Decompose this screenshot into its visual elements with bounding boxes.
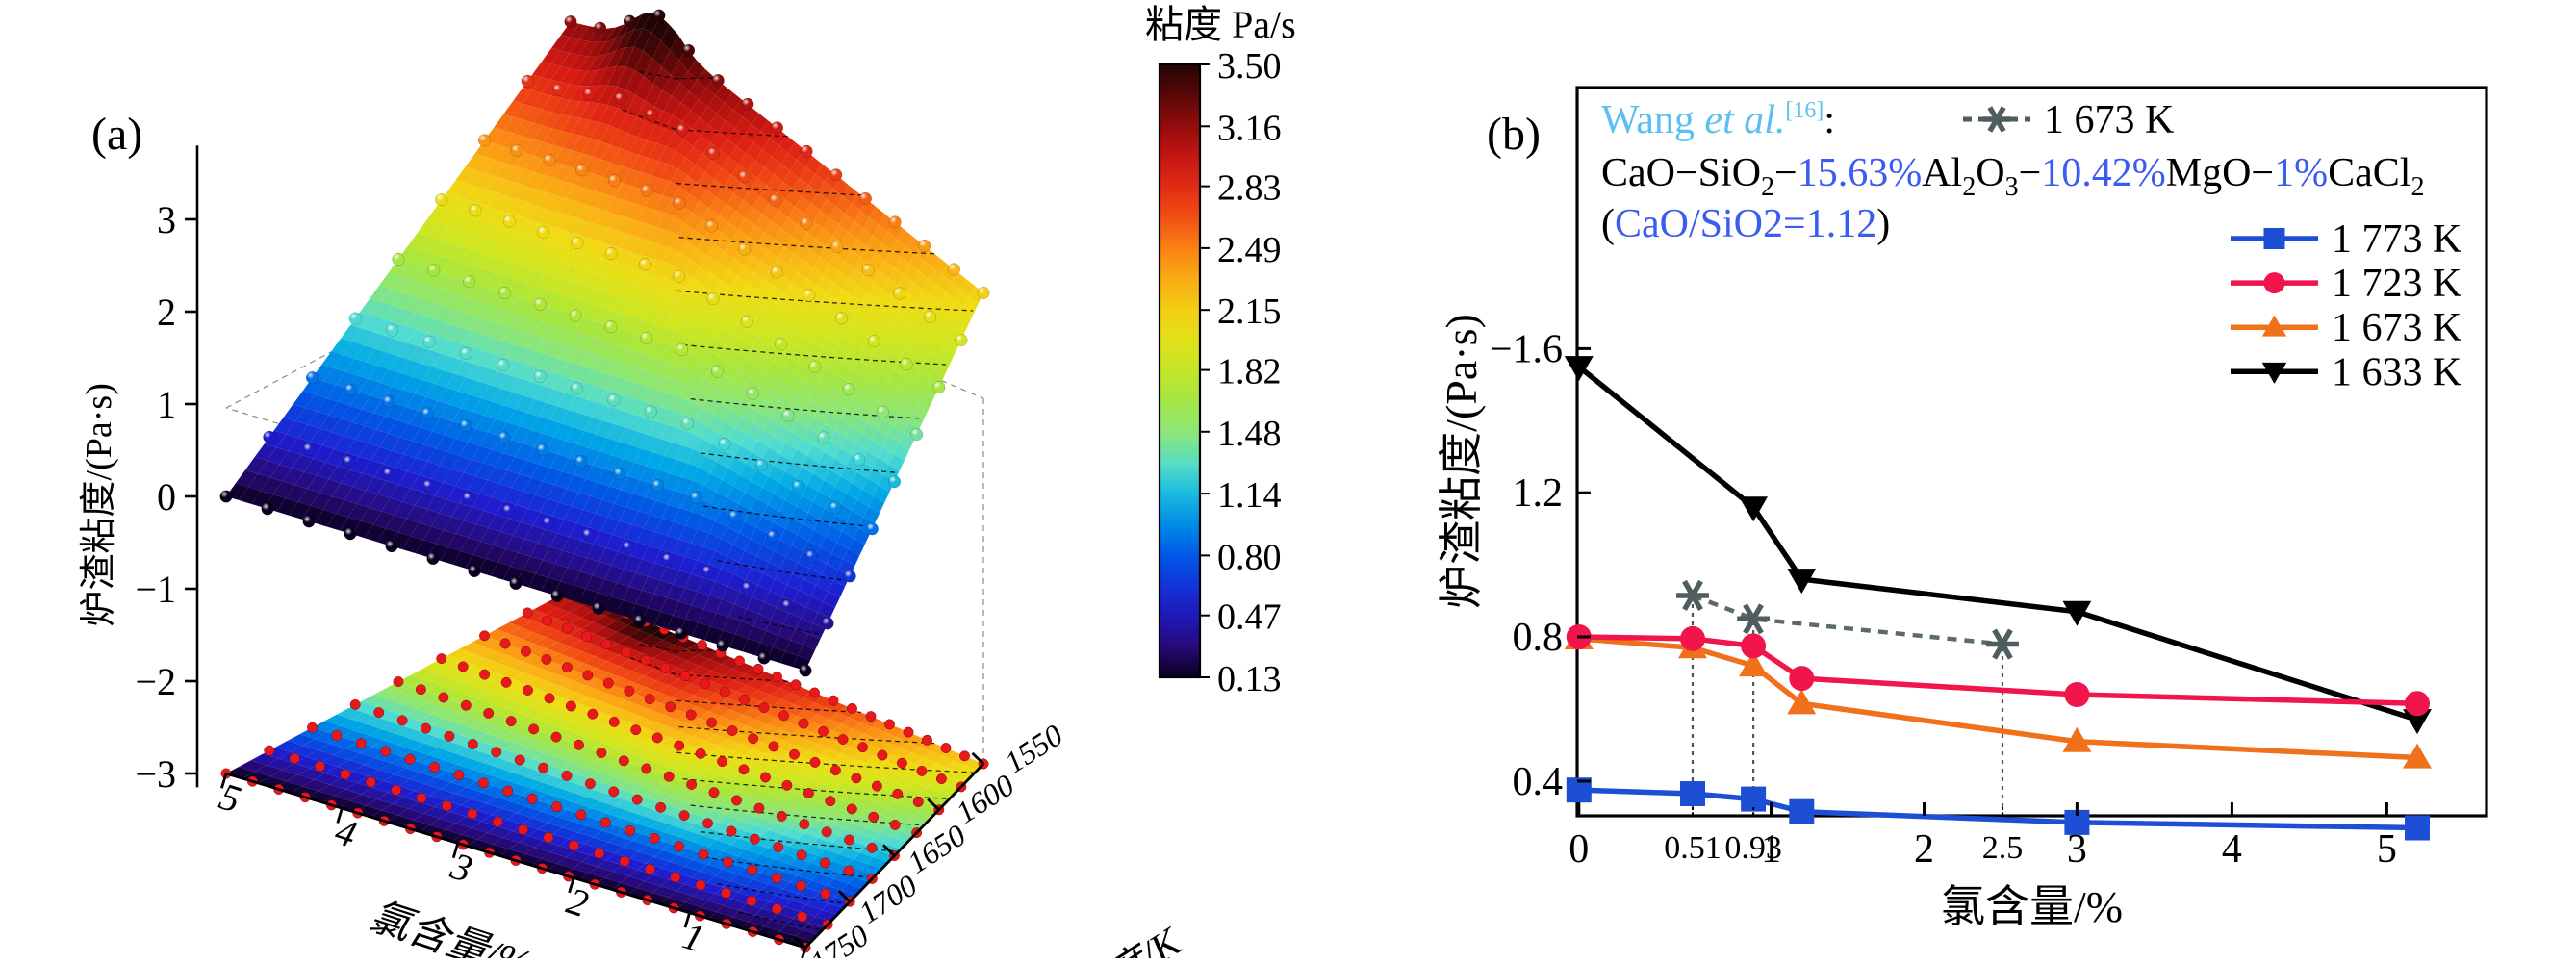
svg-text:0: 0 [157,475,176,519]
svg-text:(a): (a) [91,109,142,160]
svg-text:0.93: 0.93 [1724,830,1782,866]
svg-text:1: 1 [157,383,176,426]
svg-text:2.49: 2.49 [1217,230,1282,270]
svg-text:炉渣粘度/(Pa·s): 炉渣粘度/(Pa·s) [1437,314,1486,609]
svg-text:4: 4 [2222,827,2242,872]
svg-text:1 723 K: 1 723 K [2332,262,2461,306]
svg-text:1.14: 1.14 [1217,475,1282,516]
svg-text:2.5: 2.5 [1982,830,2024,866]
svg-text:2: 2 [562,878,594,925]
svg-text:氯含量/%: 氯含量/% [1941,882,2123,931]
svg-text:5: 5 [2377,827,2397,872]
svg-text:1.2: 1.2 [1513,471,1564,516]
svg-text:0.80: 0.80 [1217,537,1282,577]
svg-text:−1: −1 [135,568,176,611]
svg-text:−1.6: −1.6 [1490,327,1563,371]
svg-text:0.47: 0.47 [1217,597,1282,638]
svg-text:0.13: 0.13 [1217,659,1282,699]
svg-text:1 773 K: 1 773 K [2332,217,2461,262]
svg-text:2: 2 [157,291,176,334]
svg-text:4: 4 [330,809,362,856]
svg-text:2: 2 [1914,827,1934,872]
svg-text:0.51: 0.51 [1664,830,1722,866]
svg-text:3.16: 3.16 [1217,108,1282,148]
svg-text:2.15: 2.15 [1217,291,1282,332]
svg-text:3: 3 [2067,827,2087,872]
svg-text:Wang et al.[16]:: Wang et al.[16]: [1601,98,1835,142]
svg-text:(CaO/SiO2=1.12): (CaO/SiO2=1.12) [1601,202,1890,246]
svg-text:0.4: 0.4 [1513,760,1564,804]
svg-text:1.82: 1.82 [1217,352,1282,393]
svg-text:3: 3 [157,198,176,241]
svg-text:−2: −2 [135,660,176,703]
svg-text:温度/K: 温度/K [1065,919,1190,958]
svg-text:0: 0 [1569,827,1589,872]
svg-text:氯含量/%: 氯含量/% [365,895,536,958]
svg-text:粘度 Pa/s: 粘度 Pa/s [1145,3,1296,46]
svg-text:(b): (b) [1487,109,1541,160]
svg-text:−3: −3 [135,752,176,796]
svg-text:3: 3 [446,844,478,891]
svg-text:1550: 1550 [998,718,1068,780]
svg-text:1.48: 1.48 [1217,414,1282,454]
svg-text:3.50: 3.50 [1217,46,1282,87]
svg-text:CaO−SiO2−15.63%Al2O3−10.42%MgO: CaO−SiO2−15.63%Al2O3−10.42%MgO−1%CaCl2 [1601,151,2424,202]
svg-text:炉渣粘度/(Pa·s): 炉渣粘度/(Pa·s) [79,383,119,626]
svg-text:1 633 K: 1 633 K [2332,350,2461,394]
svg-text:5: 5 [215,774,246,822]
svg-text:2.83: 2.83 [1217,168,1282,209]
svg-text:1 673 K: 1 673 K [2044,98,2174,142]
svg-text:1 673 K: 1 673 K [2332,306,2461,350]
svg-text:0.8: 0.8 [1513,616,1564,660]
svg-text:1: 1 [677,913,709,958]
